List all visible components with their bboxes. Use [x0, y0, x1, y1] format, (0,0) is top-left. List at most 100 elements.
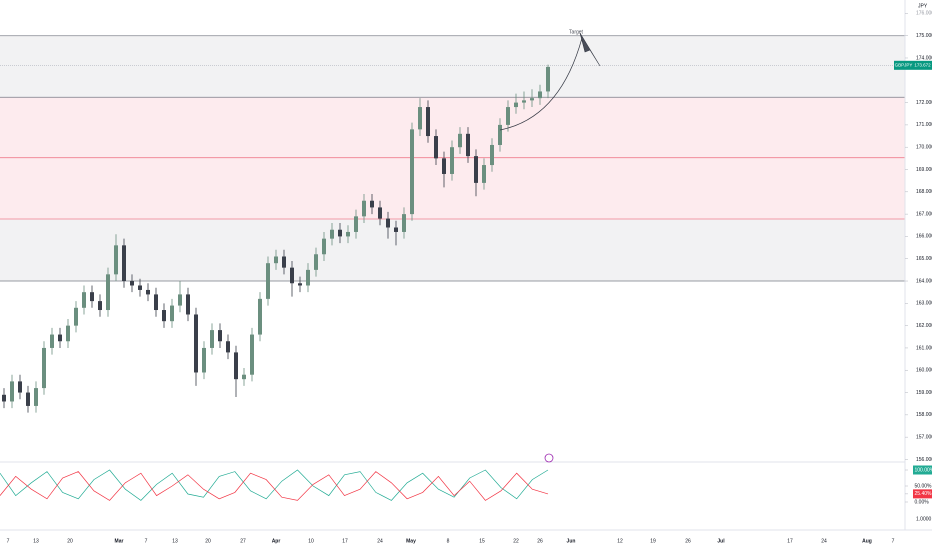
x-tick-label: 7	[7, 538, 10, 544]
x-tick-label: 20	[67, 538, 73, 544]
candle-body	[378, 207, 382, 219]
candle-body	[538, 91, 542, 99]
candle-body	[530, 98, 534, 101]
candle-body	[474, 156, 478, 183]
candle-body	[410, 129, 414, 215]
candle-body	[138, 285, 142, 290]
candle-body	[330, 229, 334, 239]
candle-body	[58, 334, 62, 342]
x-tick-label: 24	[821, 538, 827, 544]
x-tick-label: 12	[617, 538, 623, 544]
y-tick-label: 166.000	[916, 234, 932, 240]
x-tick-label: May	[406, 538, 416, 544]
candle-body	[306, 269, 310, 286]
symbol-tag	[894, 60, 913, 70]
candle-body	[250, 334, 254, 375]
candle-body	[482, 165, 486, 183]
candle-body	[202, 347, 206, 373]
candle-body	[258, 298, 262, 335]
price-tag	[913, 60, 932, 70]
candle-body	[426, 107, 430, 137]
candle-body	[386, 218, 390, 228]
candle-body	[66, 325, 70, 342]
x-tick-label: 19	[650, 538, 656, 544]
candle-body	[42, 347, 46, 389]
indicator-line	[0, 471, 549, 501]
y-tick-label: 168.000	[916, 189, 932, 195]
value-tag	[913, 465, 932, 475]
y-tick-label: 172.000	[916, 100, 932, 106]
candle-body	[458, 133, 462, 148]
y-tick-label: 25.40%	[915, 491, 932, 497]
indicator-line	[0, 469, 549, 501]
candle-body	[450, 147, 454, 174]
y-tick-label: 158.000	[916, 412, 932, 418]
candle-body	[226, 341, 230, 353]
y-tick-label: 159.000	[916, 390, 932, 396]
candle-body	[50, 334, 54, 348]
y-tick-label: 164.000	[916, 278, 932, 284]
candle-body	[162, 310, 166, 322]
candle-body	[266, 263, 270, 299]
target-arrow	[579, 32, 601, 67]
x-tick-label: 17	[787, 538, 793, 544]
y-tick-label: 162.000	[916, 323, 932, 329]
candle-body	[210, 330, 214, 348]
y-tick-label: 174.000	[916, 55, 932, 61]
candle-body	[402, 214, 406, 232]
candle-body	[90, 292, 94, 302]
candle-body	[434, 136, 438, 159]
candle-body	[106, 274, 110, 311]
x-tick-label: 15	[479, 538, 485, 544]
candle-body	[362, 200, 366, 217]
candle-body	[322, 238, 326, 255]
x-tick-label: 13	[33, 538, 39, 544]
y-tick-label: 171.000	[916, 122, 932, 128]
candle-body	[338, 229, 342, 237]
candle-body	[82, 292, 86, 308]
value-tag	[913, 489, 932, 499]
x-tick-label: 27	[240, 538, 246, 544]
candle-body	[298, 283, 302, 286]
y-tick-label: 165.000	[916, 256, 932, 262]
candle-body	[442, 158, 446, 174]
y-tick-label: 176.000	[916, 11, 932, 17]
y-tick-label: 157.000	[916, 434, 932, 440]
candle-body	[178, 294, 182, 306]
symbol-label: GBPJPY	[895, 62, 913, 67]
candle-body	[314, 254, 318, 270]
target-curve	[499, 37, 583, 131]
candle-body	[2, 394, 6, 402]
y-tick-label: 160.000	[916, 368, 932, 374]
candle-body	[394, 227, 398, 232]
candle-body	[10, 381, 14, 402]
candle-body	[74, 307, 78, 326]
x-tick-label: 22	[513, 538, 519, 544]
candle-body	[194, 314, 198, 373]
candle-body	[18, 381, 22, 393]
candle-body	[346, 231, 350, 237]
candle-body	[146, 289, 150, 295]
y-tick-label: 156.000	[916, 457, 932, 463]
x-tick-label: 26	[685, 538, 691, 544]
candle-body	[418, 107, 422, 130]
candle-body	[546, 66, 550, 92]
candle-body	[170, 305, 174, 322]
candle-body	[466, 133, 470, 157]
y-tick-label: 0.00%	[915, 499, 930, 505]
candle-body	[114, 245, 118, 275]
candle-body	[498, 124, 502, 145]
x-tick-label: 7	[892, 538, 895, 544]
x-tick-label: 26	[537, 538, 543, 544]
x-tick-label: 8	[447, 538, 450, 544]
x-tick-label: 7	[145, 538, 148, 544]
currency: JPY	[918, 3, 928, 9]
candle-body	[34, 388, 38, 406]
candle-body	[186, 294, 190, 315]
candle-body	[522, 100, 526, 103]
x-tick-label: 24	[377, 538, 383, 544]
x-tick-label: 10	[308, 538, 314, 544]
candle-body	[26, 392, 30, 406]
candle-body	[290, 267, 294, 284]
candle-body	[122, 245, 126, 282]
